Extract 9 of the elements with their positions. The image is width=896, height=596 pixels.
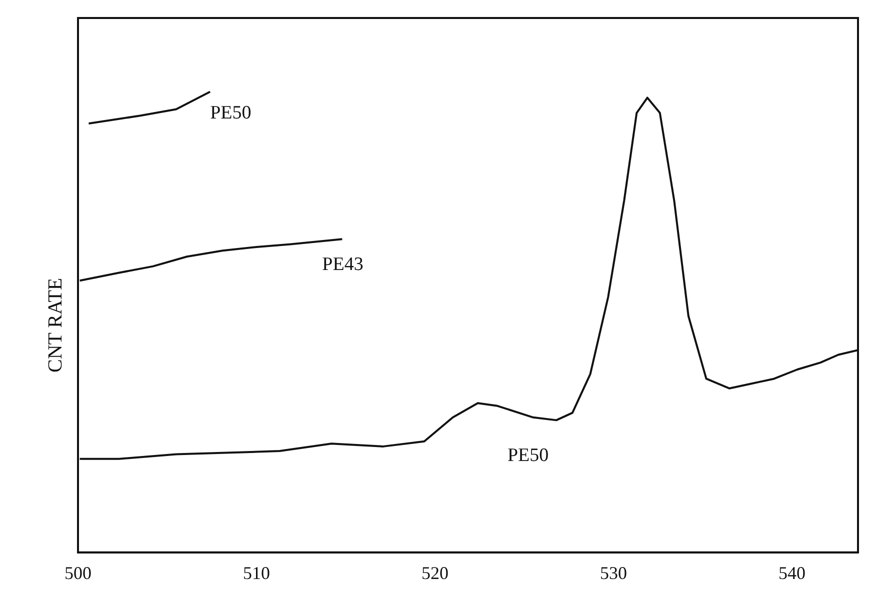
x-tick-label: 530 [600,562,627,583]
series-label: PE50 [210,102,252,124]
x-tick-label: 520 [421,562,448,583]
x-tick-label: 510 [242,562,270,583]
x-tick-label: 540 [778,562,806,583]
y-axis-title: CNT RATE [44,278,66,373]
x-tick-label: 500 [64,562,92,583]
series-label: PE50 [507,444,549,466]
series-label: PE43 [322,254,364,276]
